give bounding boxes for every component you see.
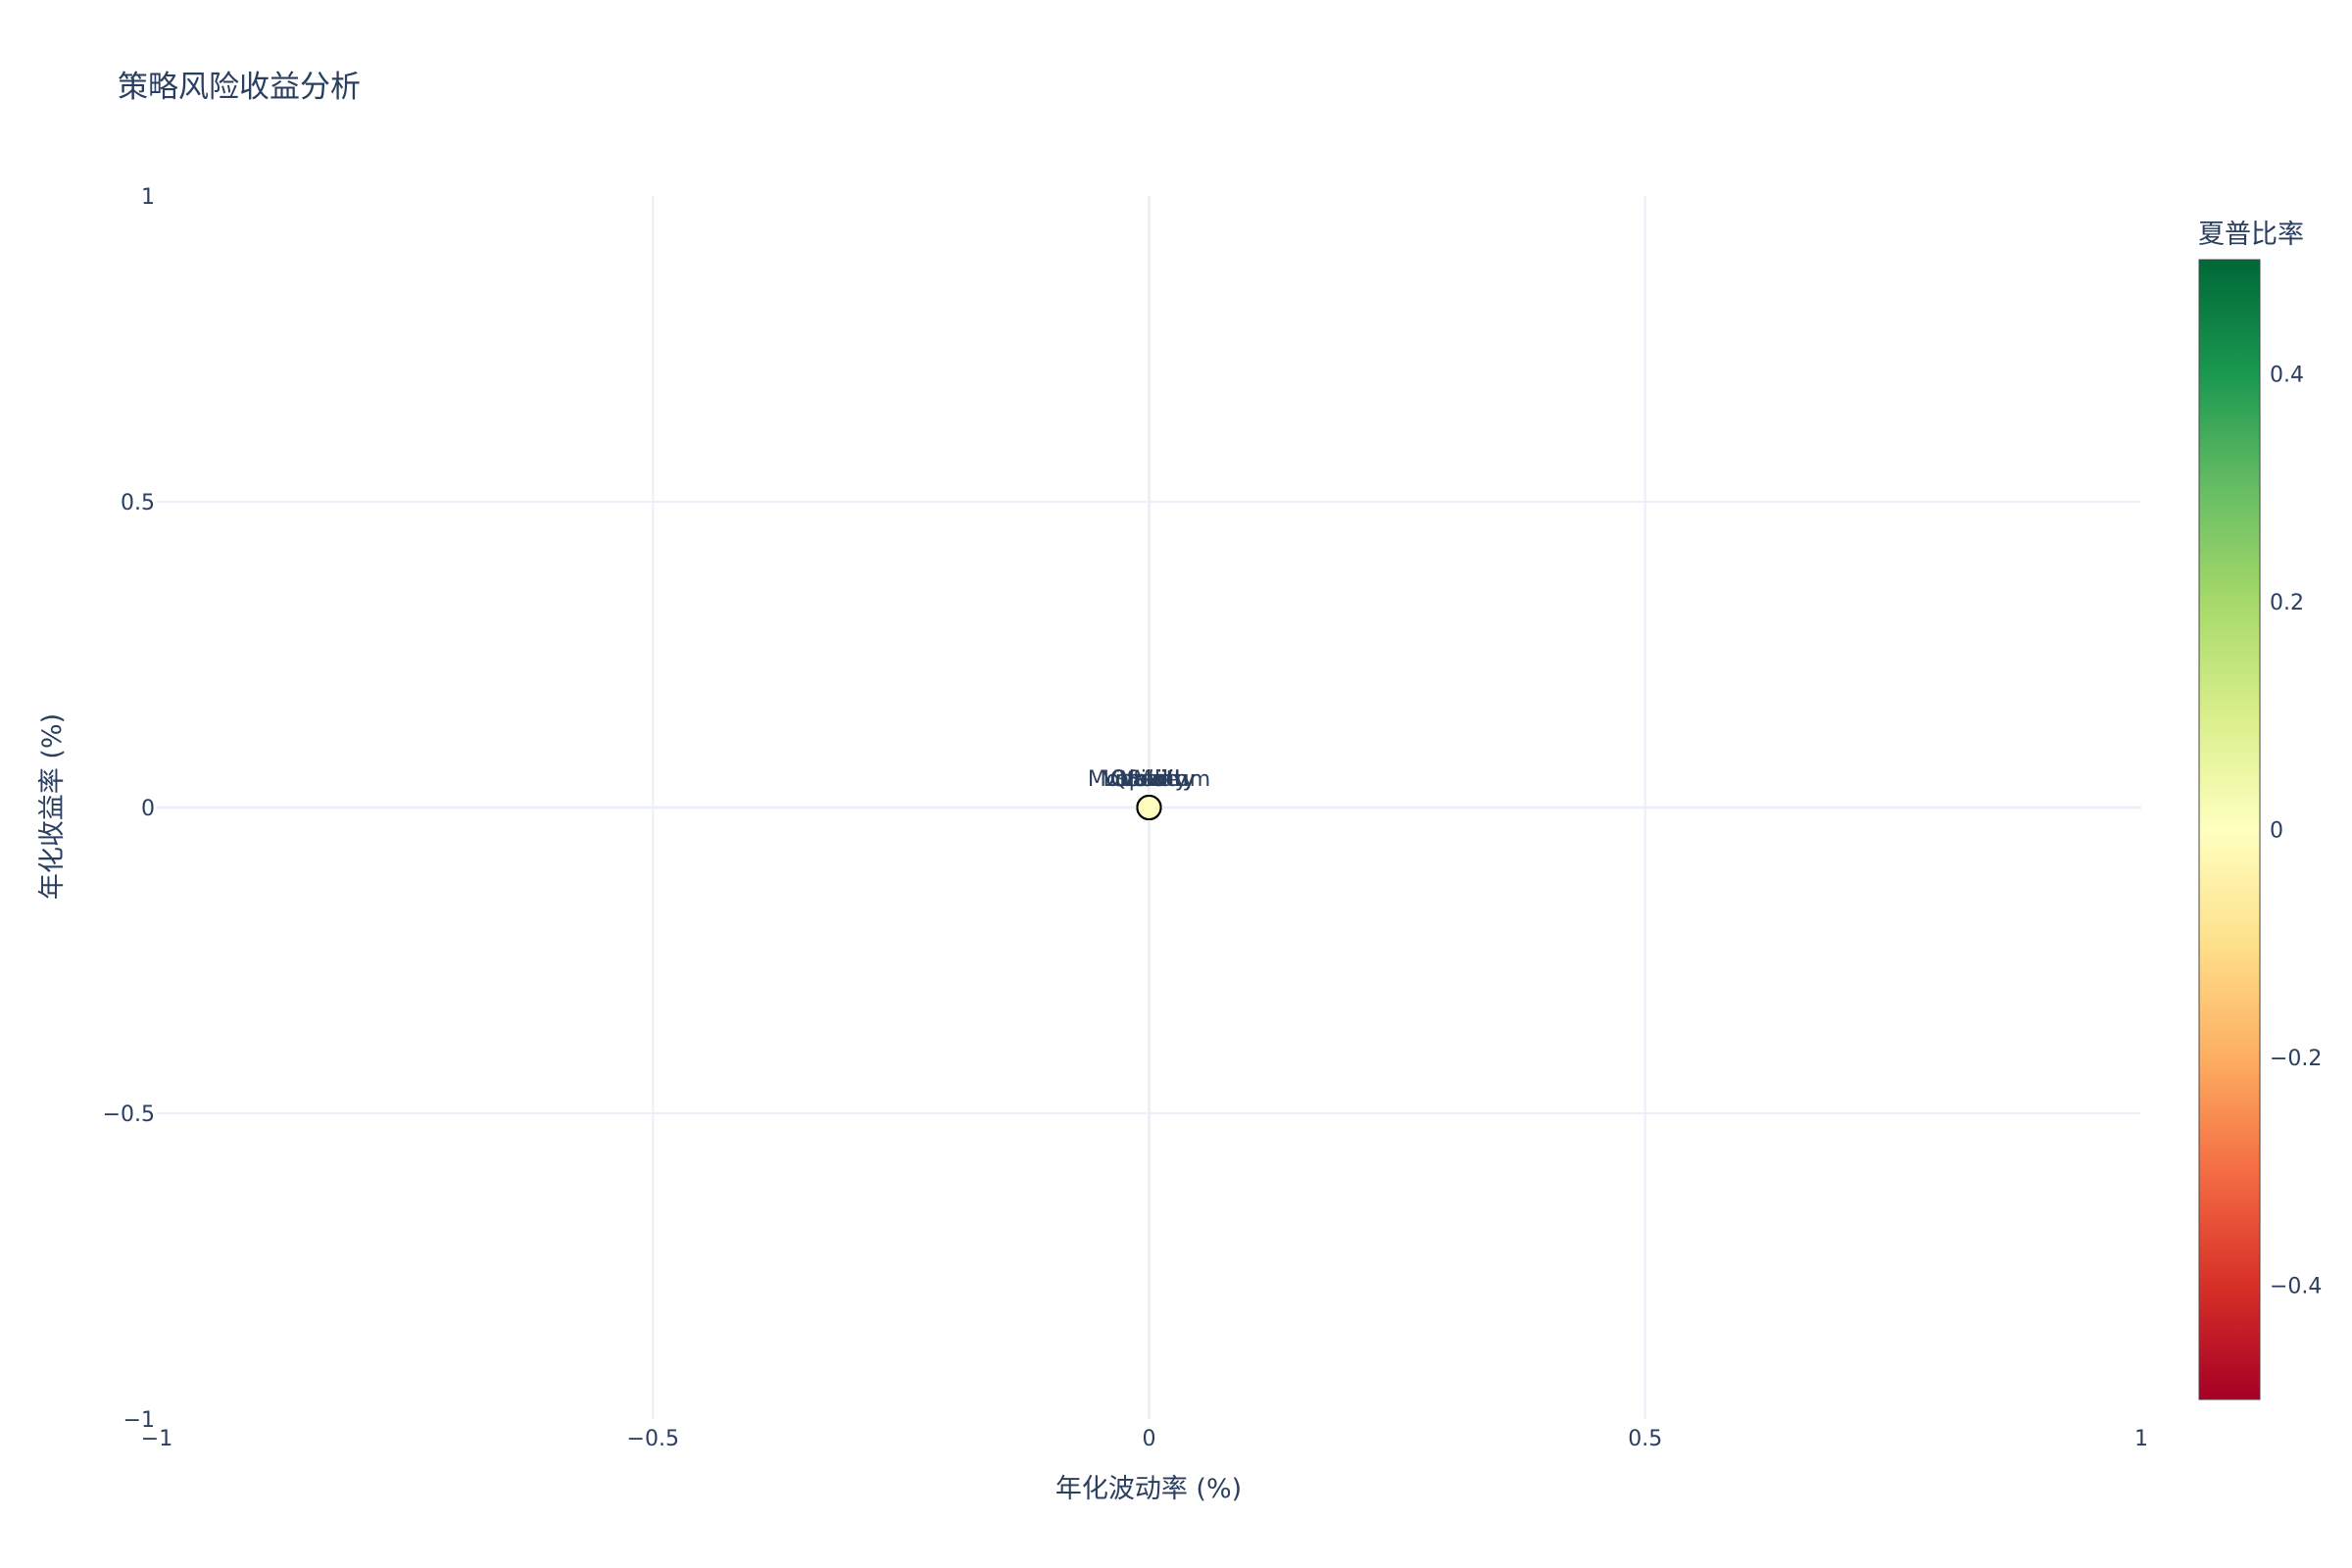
colorbar-tick-label: 0.4 (2270, 363, 2304, 387)
data-point[interactable] (1136, 795, 1162, 820)
x-tick-label: −1 (141, 1427, 172, 1451)
y-axis-ticks: −1 −0.5 0 0.5 1 (103, 185, 155, 1433)
y-axis-title: 年化收益率 (%) (37, 713, 68, 900)
x-tick-label: 0.5 (1628, 1427, 1662, 1451)
y-tick-label: 1 (141, 185, 155, 210)
point-label: Size (1127, 767, 1171, 792)
colorbar-tick-label: 0.2 (2270, 591, 2304, 615)
colorbar-title: 夏普比率 (2198, 220, 2304, 250)
colorbar-tick-label: 0 (2270, 819, 2283, 844)
point-label: Volatility (1102, 767, 1196, 792)
colorbar-tick-label: −0.2 (2270, 1047, 2322, 1071)
colorbar: 夏普比率 0.4 0.2 0 −0.2 −0.4 (2198, 220, 2322, 1400)
point-label: Momentum (1088, 767, 1210, 792)
point-label: Quality (1110, 767, 1188, 792)
colorbar-tick-label: −0.4 (2270, 1275, 2322, 1299)
point-label: Growth (1110, 767, 1189, 792)
point-label: Mo (1133, 767, 1164, 792)
y-tick-label: −1 (123, 1408, 155, 1433)
colorbar-gradient (2198, 259, 2261, 1400)
chart-title: 策略风险收益分析 (118, 70, 361, 105)
colorbar-ticks: 0.4 0.2 0 −0.2 −0.4 (2270, 363, 2322, 1298)
x-tick-label: 1 (2134, 1427, 2148, 1451)
data-points[interactable] (1136, 795, 1162, 820)
x-axis-ticks: −1 −0.5 0 0.5 1 (141, 1427, 2148, 1451)
y-tick-label: 0 (141, 797, 155, 821)
x-tick-label: 0 (1143, 1427, 1156, 1451)
y-tick-label: 0.5 (121, 491, 155, 515)
point-label: Value (1119, 767, 1178, 792)
point-label: Liquidity (1102, 767, 1195, 792)
x-tick-label: −0.5 (627, 1427, 679, 1451)
y-tick-label: −0.5 (103, 1102, 155, 1127)
point-labels: MoMomentumValueQualityVolatilityGrowthSi… (1088, 767, 1210, 792)
x-axis-title: 年化波动率 (%) (1055, 1474, 1242, 1504)
